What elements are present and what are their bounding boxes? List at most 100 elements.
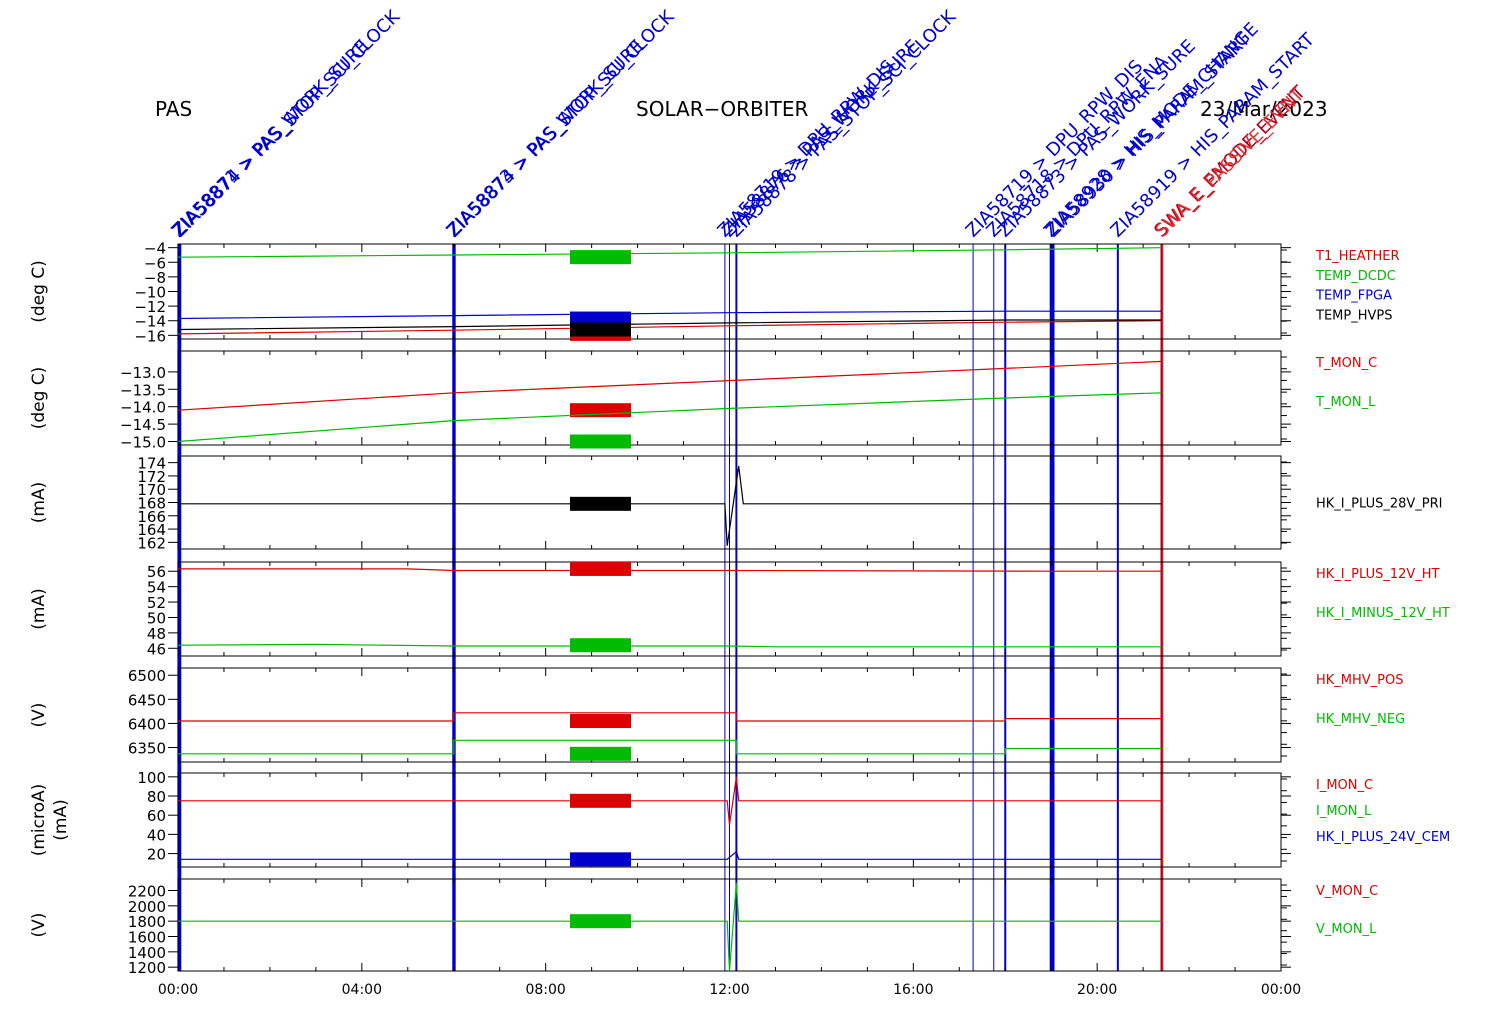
series-swatch	[570, 434, 631, 449]
y-tick-label: 50	[147, 609, 166, 627]
series-swatch	[570, 746, 631, 761]
legend-label: HK_I_PLUS_28V_PRI	[1316, 497, 1442, 512]
series-swatch	[570, 561, 631, 576]
y-tick-label: 170	[137, 481, 166, 499]
y-tick-label: 168	[137, 495, 166, 513]
panel-5: 6350 6400 6450 6500 (V) HK_MHV_POS HK_MHV_NEG	[29, 667, 1405, 763]
legend-label: V_MON_L	[1316, 922, 1377, 937]
y-tick-label: 2200	[128, 883, 166, 901]
series-line	[178, 465, 1162, 546]
series-swatch	[570, 496, 631, 511]
series-line	[177, 319, 1162, 331]
legend-label: I_MON_L	[1316, 804, 1372, 819]
y-axis-label: (microA)	[29, 784, 49, 857]
y-axis-label: (V)	[29, 703, 49, 728]
mission-label: SOLAR−ORBITER	[636, 97, 808, 121]
y-tick-label: 80	[147, 788, 166, 806]
legend-label: TEMP_DCDC	[1315, 269, 1396, 284]
y-axis-label-2: (mA)	[51, 799, 71, 840]
y-tick-label: −13.0	[120, 364, 166, 382]
y-tick-label: 6350	[128, 740, 166, 758]
y-tick-label: 1400	[128, 944, 166, 962]
y-tick-label: 162	[137, 534, 166, 552]
legend-label: T1_HEATHER	[1315, 249, 1400, 264]
y-tick-label: 40	[147, 826, 166, 844]
y-tick-label: −15.0	[120, 434, 166, 452]
date-label: 23/Mar/2023	[1200, 97, 1328, 121]
x-tick-label: 00:00	[158, 982, 198, 998]
event-label: ZIA58874 > PAS_STOP_SCI_CLOCK	[169, 6, 405, 242]
legend-label: HK_I_MINUS_12V_HT	[1316, 606, 1450, 621]
event-label: ZIA58878 > PAS_STOP_SCI_CLOCK	[725, 6, 961, 242]
y-tick-label: 56	[147, 563, 166, 581]
series-line	[177, 392, 1162, 443]
y-tick-label: −14.0	[120, 399, 166, 417]
event-label: ZIA58874 > PAS_STOP_SCI_CLOCK	[443, 6, 679, 242]
x-tick-label: 12:00	[709, 982, 749, 998]
series-line	[178, 850, 1162, 860]
legend-label: TEMP_HVPS	[1315, 308, 1392, 323]
legend-label: V_MON_C	[1316, 884, 1378, 899]
x-tick-label: 20:00	[1077, 982, 1117, 998]
time-axis: 00:00 04:00 08:00 12:00 16:00 20:00 00:00	[158, 982, 1301, 998]
y-tick-label: 164	[137, 521, 166, 539]
x-tick-label: 00:00	[1261, 982, 1301, 998]
panel-1: −16−14−12−10−8−6−4 (deg C) T1_HEATHER TEMP_…	[29, 240, 1400, 346]
y-tick-label: −14.5	[120, 416, 166, 434]
y-tick-label: 100	[137, 769, 166, 787]
y-tick-label: 60	[147, 807, 166, 825]
legend-label: HK_I_PLUS_24V_CEM	[1316, 830, 1450, 845]
y-tick-label: −14	[134, 313, 166, 331]
y-tick-label: −10	[134, 284, 166, 302]
legend-label: HK_MHV_NEG	[1316, 712, 1405, 727]
series-line	[177, 310, 1162, 320]
legend-label: I_MON_C	[1316, 778, 1373, 793]
y-tick-label: −16	[134, 327, 166, 345]
series-line	[177, 360, 1162, 411]
y-tick-label: 1800	[128, 913, 166, 931]
series-line	[177, 320, 1162, 335]
series-swatch	[570, 638, 631, 653]
y-axis-label: (deg C)	[29, 260, 49, 323]
series-line	[178, 776, 1162, 825]
series-line	[177, 247, 1162, 258]
y-tick-label: −6	[144, 254, 166, 272]
legend-label: T_MON_L	[1315, 395, 1376, 410]
y-tick-label: 6400	[128, 715, 166, 733]
y-tick-label: −13.5	[120, 381, 166, 399]
event-markers	[177, 244, 1164, 971]
series-swatch	[570, 914, 631, 929]
series-swatch	[570, 852, 631, 867]
legend-label: HK_MHV_POS	[1316, 673, 1404, 688]
legend-label: HK_I_PLUS_12V_HT	[1316, 567, 1440, 582]
y-axis-label: (V)	[29, 913, 49, 938]
y-tick-label: 20	[147, 846, 166, 864]
y-tick-label: 174	[137, 455, 166, 473]
y-tick-label: 166	[137, 508, 166, 526]
instrument-label: PAS	[155, 97, 192, 121]
y-tick-label: 172	[137, 468, 166, 486]
y-tick-label: 6450	[128, 691, 166, 709]
series-swatch	[570, 250, 631, 265]
panels: −16−14−12−10−8−6−4 (deg C) T1_HEATHER TEMP_…	[29, 240, 1450, 978]
y-axis-label: (mA)	[29, 482, 49, 523]
y-tick-label: 6500	[128, 667, 166, 685]
y-tick-label: 46	[147, 640, 166, 658]
y-axis-label: (mA)	[29, 588, 49, 629]
legend-label: T_MON_C	[1315, 356, 1377, 371]
y-tick-label: 2000	[128, 898, 166, 916]
x-tick-label: 08:00	[525, 982, 565, 998]
y-tick-label: 52	[147, 594, 166, 612]
y-tick-label: 54	[147, 579, 166, 597]
series-swatch	[570, 714, 631, 729]
series-swatch	[570, 793, 631, 808]
series-line	[177, 643, 1162, 648]
x-tick-label: 16:00	[893, 982, 933, 998]
series-swatch	[570, 311, 631, 326]
